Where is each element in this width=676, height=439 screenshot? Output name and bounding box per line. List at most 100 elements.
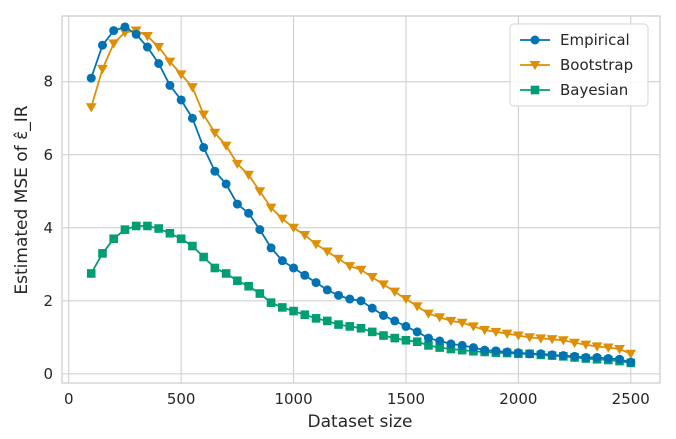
data-point xyxy=(165,228,175,238)
tick-labels: 0 500 1000 1500 2000 2500 0 2 4 6 8 xyxy=(43,73,649,408)
data-point xyxy=(321,247,333,257)
series-bootstrap xyxy=(85,26,637,359)
x-tick-label: 2500 xyxy=(612,390,650,408)
data-point xyxy=(457,340,467,350)
data-point xyxy=(378,280,389,290)
data-point xyxy=(334,320,343,329)
legend-box xyxy=(509,23,649,107)
data-point xyxy=(288,223,299,233)
data-point xyxy=(535,334,547,344)
data-point xyxy=(120,22,130,32)
data-point xyxy=(97,40,107,50)
legend-label: Bootstrap xyxy=(560,56,633,74)
data-point xyxy=(109,234,119,244)
data-point xyxy=(389,287,401,297)
data-point xyxy=(165,80,175,90)
data-point xyxy=(379,331,388,340)
data-point xyxy=(456,318,468,328)
y-tick-label: 4 xyxy=(43,219,53,237)
data-point xyxy=(468,322,479,332)
data-point xyxy=(570,351,580,361)
legend-marker xyxy=(530,35,540,45)
data-point xyxy=(142,32,153,42)
data-point xyxy=(557,336,569,346)
data-point xyxy=(569,338,580,348)
data-point xyxy=(131,29,141,39)
data-point xyxy=(154,58,164,68)
data-point xyxy=(525,349,535,359)
data-point xyxy=(591,342,603,352)
legend-item-empirical: Empirical xyxy=(520,31,630,49)
data-point xyxy=(446,339,456,349)
data-point xyxy=(164,57,176,67)
data-point xyxy=(142,42,152,52)
y-tick-label: 2 xyxy=(43,292,53,310)
data-point xyxy=(311,314,321,323)
data-point xyxy=(188,241,197,251)
data-point xyxy=(176,234,186,244)
data-point xyxy=(445,316,457,327)
data-point xyxy=(322,316,332,326)
data-point xyxy=(199,142,209,152)
data-point xyxy=(244,281,253,291)
data-point xyxy=(457,345,467,355)
data-point xyxy=(98,249,107,258)
data-point xyxy=(186,83,198,93)
y-tick-label: 0 xyxy=(43,365,53,383)
x-tick-label: 1500 xyxy=(387,390,425,408)
data-point xyxy=(255,225,265,235)
series-bayesian xyxy=(86,221,636,368)
data-point xyxy=(85,103,97,113)
data-point xyxy=(367,327,377,337)
data-point xyxy=(210,166,220,176)
data-point xyxy=(299,231,311,241)
data-point xyxy=(626,357,636,367)
plot-border xyxy=(61,15,661,384)
data-point xyxy=(479,325,491,336)
legend: Empirical Bootstrap Bayesian xyxy=(509,23,649,107)
data-point xyxy=(491,346,501,356)
data-point xyxy=(344,262,356,272)
data-point xyxy=(220,141,232,151)
data-point xyxy=(580,340,592,350)
data-point xyxy=(254,187,266,197)
data-point xyxy=(401,335,411,345)
series-empirical xyxy=(86,22,636,367)
data-point xyxy=(143,221,152,231)
legend-marker xyxy=(529,60,541,71)
data-point xyxy=(356,296,366,306)
series-layer xyxy=(85,22,637,368)
data-point xyxy=(86,73,96,83)
data-point xyxy=(333,254,344,264)
data-point xyxy=(546,335,558,345)
data-point xyxy=(513,348,523,358)
data-point xyxy=(424,341,433,350)
data-point xyxy=(97,64,108,75)
data-point xyxy=(378,310,388,320)
data-point xyxy=(625,349,637,359)
data-point xyxy=(300,270,310,280)
data-point xyxy=(266,243,276,253)
data-point xyxy=(300,310,310,320)
data-point xyxy=(276,214,288,224)
data-point xyxy=(355,265,367,275)
data-point xyxy=(278,303,287,312)
data-point xyxy=(289,263,299,273)
y-tick-label: 8 xyxy=(43,73,53,91)
data-point xyxy=(345,294,355,304)
x-tick-label: 1000 xyxy=(274,390,312,408)
data-point xyxy=(221,179,231,189)
data-point xyxy=(367,303,377,313)
data-point xyxy=(435,336,445,346)
data-point xyxy=(501,329,513,339)
data-point xyxy=(390,333,400,343)
legend-label: Bayesian xyxy=(560,81,628,99)
data-point xyxy=(536,349,546,359)
data-point xyxy=(311,278,321,288)
data-point xyxy=(345,322,355,331)
data-point xyxy=(490,327,502,338)
data-point xyxy=(602,343,614,353)
x-tick-label: 0 xyxy=(64,390,74,408)
data-point xyxy=(468,343,478,353)
